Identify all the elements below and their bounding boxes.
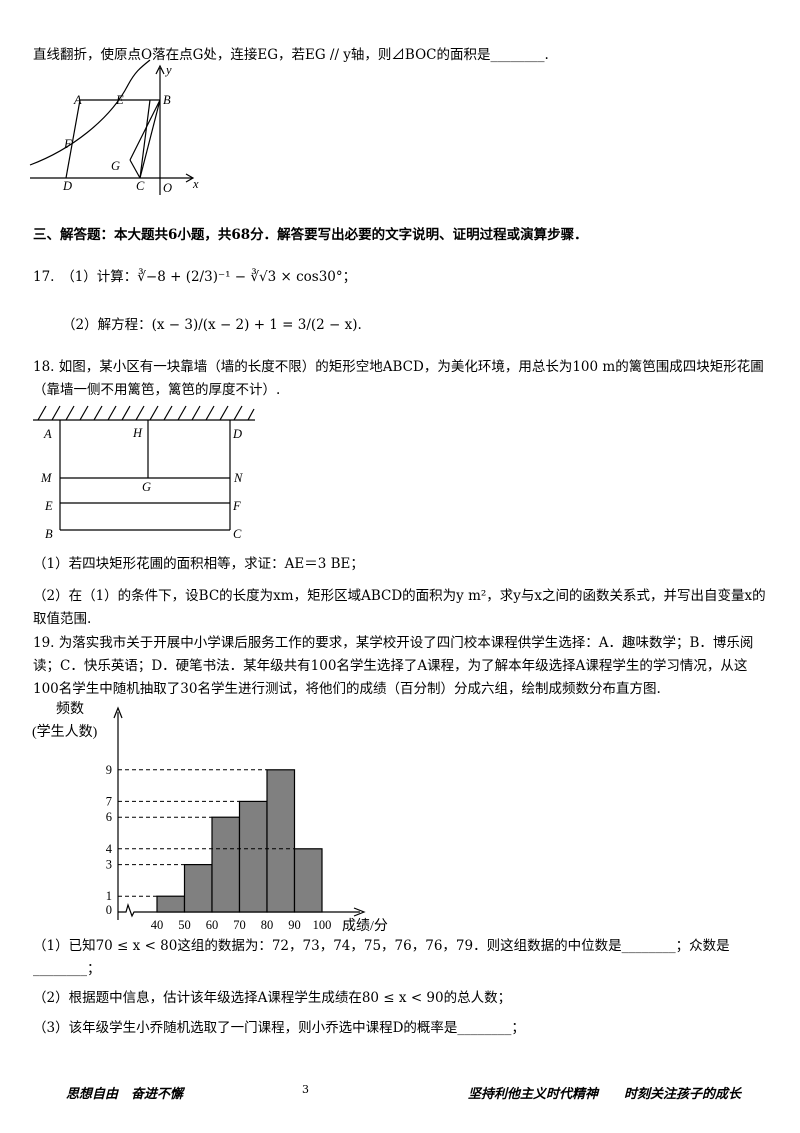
label: D xyxy=(62,179,72,193)
question-text: （1）若四块矩形花圃的面积相等，求证：AE＝3 BE； xyxy=(33,556,364,572)
footer-left: 思想自由 奋进不懈 xyxy=(66,1087,184,1102)
question-text: （2）根据题中信息，估计该年级选择A课程学生成绩在80 ≤ x < 90的总人数… xyxy=(33,990,512,1006)
page-number: 3 xyxy=(302,1083,309,1096)
y-tick-label: 7 xyxy=(106,794,112,808)
y-tick-label: 9 xyxy=(106,763,112,777)
y-tick-label: 0 xyxy=(106,903,112,917)
label: M xyxy=(40,471,52,485)
y-tick-label: 1 xyxy=(106,889,112,903)
x-tick-label: 80 xyxy=(261,918,274,932)
question-text: （2）解方程：(x − 3)/(x − 2) + 1 = 3/(2 − x). xyxy=(62,317,362,333)
label: C xyxy=(136,179,145,193)
x-tick-label: 40 xyxy=(151,918,164,932)
bar xyxy=(183,863,213,913)
x-tick-label: 90 xyxy=(288,918,301,932)
x-tick-label: 70 xyxy=(233,918,246,932)
question-text: （3）该年级学生小乔随机选取了一门课程，则小乔选中课程D的概率是________… xyxy=(33,1020,525,1036)
y-axis-label: (学生人数) xyxy=(32,724,98,740)
x-axis-label: 成绩/分 xyxy=(342,918,388,934)
bar xyxy=(238,800,268,913)
y-tick-label: 4 xyxy=(106,842,113,856)
label: D xyxy=(232,427,242,441)
label: G xyxy=(142,480,151,494)
label: B xyxy=(45,527,53,541)
question-text: 19. 为落实我市关于开展中小学课后服务工作的要求，某学校开设了四门校本课程供学… xyxy=(33,635,754,697)
label: G xyxy=(111,159,120,173)
bar xyxy=(293,848,323,913)
label: O xyxy=(163,181,172,195)
section-heading: 三、解答题：本大题共6小题，共68分．解答要写出必要的文字说明、证明过程或演算步… xyxy=(33,227,588,243)
bar xyxy=(211,816,241,913)
label: E xyxy=(44,499,53,513)
question-text: （2）在（1）的条件下，设BC的长度为xm，矩形区域ABCD的面积为y m²，求… xyxy=(33,588,766,627)
y-axis-label: 频数 xyxy=(56,701,84,717)
y-tick-label: 6 xyxy=(106,810,112,824)
label: C xyxy=(233,527,242,541)
question-text: （1）已知70 ≤ x < 80这组的数据为：72，73，74，75，76，76… xyxy=(33,938,730,977)
label: F xyxy=(63,137,72,151)
x-tick-label: 60 xyxy=(206,918,219,932)
x-tick-label: 100 xyxy=(313,918,332,932)
label: B xyxy=(163,93,171,107)
label: E xyxy=(115,93,124,107)
figure-2: A H D M G N E F B C xyxy=(33,405,255,541)
label: y xyxy=(164,63,172,77)
y-tick-label: 3 xyxy=(106,858,112,872)
label: H xyxy=(132,426,143,440)
footer-right: 坚持利他主义时代精神 时刻关注孩子的成长 xyxy=(468,1087,742,1102)
x-tick-label: 50 xyxy=(178,918,191,932)
bar xyxy=(156,895,186,913)
label: x xyxy=(192,177,199,191)
label: A xyxy=(73,93,82,107)
bar xyxy=(266,769,296,913)
label: A xyxy=(43,427,52,441)
question-text: 直线翻折，使原点O落在点G处，连接EG，若EG // y轴，则⊿BOC的面积是_… xyxy=(33,47,549,63)
label: F xyxy=(232,499,241,513)
figure-1: y A E B F G D C O x xyxy=(29,59,199,195)
histogram: 01 3 4 6 7 9 40 50 60 70 80 90 100 频数 (学生人数) 成绩/分 xyxy=(32,701,388,934)
label: N xyxy=(233,471,243,485)
question-text: 18. 如图，某小区有一块靠墙（墙的长度不限）的矩形空地ABCD，为美化环境，用… xyxy=(33,359,764,398)
question-text: 17. （1）计算：∛−8 + (2/3)⁻¹ − ∛√3 × cos30°； xyxy=(33,269,357,285)
